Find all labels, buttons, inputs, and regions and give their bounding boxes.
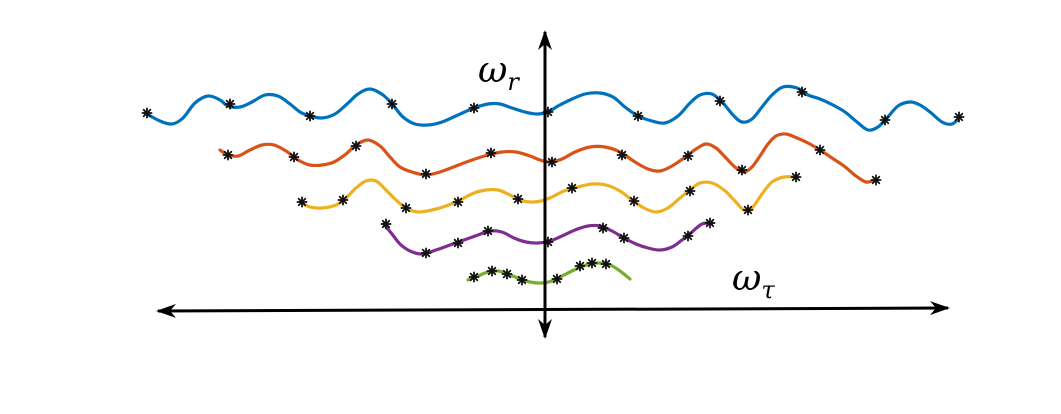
sample-marker bbox=[632, 110, 644, 122]
sample-marker bbox=[452, 196, 464, 208]
sample-marker bbox=[501, 268, 513, 280]
sample-marker bbox=[704, 217, 716, 229]
sample-marker bbox=[288, 151, 300, 163]
sample-marker bbox=[141, 107, 153, 119]
sample-marker bbox=[546, 156, 558, 168]
sample-marker bbox=[870, 174, 882, 186]
sample-marker bbox=[879, 114, 891, 126]
horizontal-axis bbox=[156, 301, 950, 318]
sample-marker bbox=[574, 260, 586, 272]
sample-marker bbox=[468, 271, 480, 283]
vertical-axis-label: ωr bbox=[478, 50, 520, 96]
sample-marker bbox=[790, 171, 802, 183]
sample-marker bbox=[516, 274, 528, 286]
sample-marker bbox=[618, 232, 630, 244]
sample-marker bbox=[485, 147, 497, 159]
sample-marker bbox=[600, 258, 612, 270]
sample-marker bbox=[682, 230, 694, 242]
sample-marker bbox=[512, 193, 524, 205]
sample-marker bbox=[400, 202, 412, 214]
sample-marker bbox=[814, 144, 826, 156]
sample-marker bbox=[628, 195, 640, 207]
sample-marker bbox=[953, 111, 965, 123]
sample-marker bbox=[482, 225, 494, 237]
sample-marker bbox=[742, 204, 754, 216]
sample-marker bbox=[420, 168, 432, 180]
sample-marker bbox=[714, 95, 726, 107]
wave-curve-2 bbox=[218, 132, 878, 184]
sample-marker bbox=[682, 150, 694, 162]
wave-curve-3 bbox=[298, 175, 798, 214]
sample-marker bbox=[566, 182, 578, 194]
sample-marker bbox=[337, 194, 349, 206]
sample-marker bbox=[304, 110, 316, 122]
markers-group bbox=[141, 86, 965, 286]
sample-marker bbox=[796, 86, 808, 98]
sample-marker bbox=[224, 98, 236, 110]
wave-curve-1 bbox=[143, 84, 962, 132]
curves-group bbox=[143, 84, 962, 285]
sample-marker bbox=[684, 185, 696, 197]
sample-marker bbox=[736, 164, 748, 176]
horizontal-axis-label: ωτ bbox=[732, 258, 775, 304]
sample-marker bbox=[616, 149, 628, 161]
sample-marker bbox=[586, 257, 598, 269]
sample-marker bbox=[551, 273, 563, 285]
sample-marker bbox=[597, 222, 609, 234]
sample-marker bbox=[296, 196, 308, 208]
sample-marker bbox=[350, 140, 362, 152]
sample-marker bbox=[486, 265, 498, 277]
sample-marker bbox=[386, 98, 398, 110]
sample-marker bbox=[468, 102, 480, 114]
sample-marker bbox=[380, 218, 392, 230]
sample-marker bbox=[222, 149, 234, 161]
sample-marker bbox=[420, 247, 432, 259]
sample-marker bbox=[452, 237, 464, 249]
